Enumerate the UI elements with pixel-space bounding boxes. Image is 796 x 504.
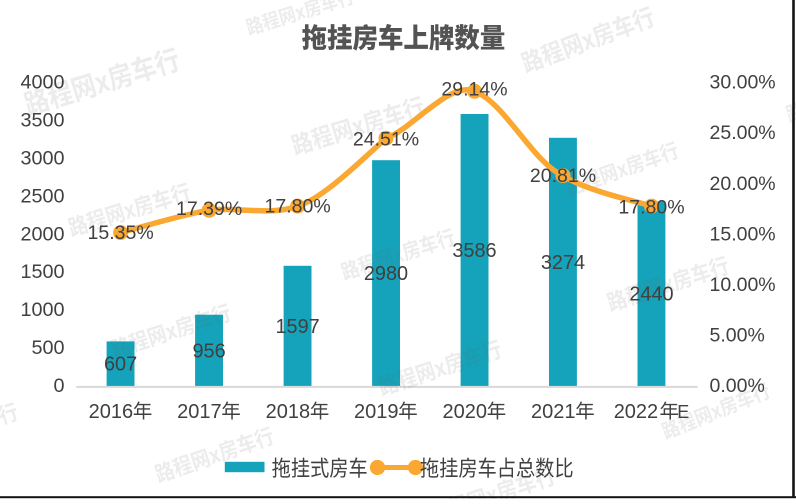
svg-text:E: E [677, 402, 689, 422]
svg-text:3500: 3500 [20, 110, 64, 132]
svg-text:2021: 2021 [531, 401, 576, 423]
svg-text:17.80%: 17.80% [265, 196, 331, 218]
svg-text:1597: 1597 [275, 316, 319, 338]
svg-text:500: 500 [31, 337, 64, 359]
svg-text:2000: 2000 [20, 223, 64, 245]
svg-text:30.00%: 30.00% [710, 72, 776, 94]
svg-text:15.00%: 15.00% [710, 223, 776, 245]
svg-text:20.81%: 20.81% [530, 165, 596, 187]
svg-text:1000: 1000 [20, 299, 64, 321]
svg-text:2980: 2980 [364, 263, 408, 285]
svg-text:17.39%: 17.39% [176, 198, 242, 220]
svg-text:3586: 3586 [452, 240, 496, 262]
svg-text:1500: 1500 [20, 261, 64, 283]
svg-text:10.00%: 10.00% [710, 274, 776, 296]
svg-text:20.00%: 20.00% [710, 173, 776, 195]
svg-text:25.00%: 25.00% [710, 122, 776, 144]
svg-text:3274: 3274 [541, 252, 585, 274]
svg-text:15.35%: 15.35% [88, 222, 154, 244]
svg-text:5.00%: 5.00% [710, 324, 765, 346]
svg-text:2017: 2017 [177, 401, 222, 423]
svg-text:607: 607 [104, 354, 137, 376]
svg-text:2440: 2440 [629, 284, 673, 306]
svg-text:2016: 2016 [89, 401, 134, 423]
svg-text:3000: 3000 [20, 148, 64, 170]
svg-text:4000: 4000 [20, 72, 64, 94]
svg-text:0.00%: 0.00% [710, 375, 765, 397]
svg-text:2020: 2020 [443, 401, 488, 423]
svg-text:2019: 2019 [354, 401, 399, 423]
svg-text:24.51%: 24.51% [353, 129, 419, 151]
svg-text:0: 0 [53, 375, 64, 397]
svg-text:29.14%: 29.14% [441, 79, 507, 101]
svg-text:2018: 2018 [266, 401, 311, 423]
svg-text:2022: 2022 [614, 401, 659, 423]
svg-text:956: 956 [193, 340, 226, 362]
svg-text:17.80%: 17.80% [618, 197, 684, 219]
svg-text:2500: 2500 [20, 185, 64, 207]
